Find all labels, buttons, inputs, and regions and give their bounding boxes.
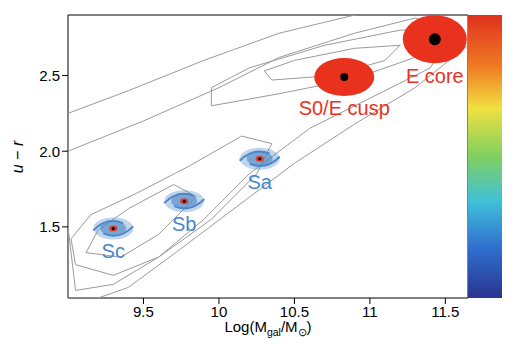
svg-text:1.5: 1.5 — [39, 218, 60, 235]
svg-text:11: 11 — [362, 303, 378, 320]
svg-text:2.0: 2.0 — [39, 143, 60, 160]
svg-text:10: 10 — [211, 303, 228, 320]
svg-text:Sa: Sa — [247, 171, 272, 193]
svg-text:11.5: 11.5 — [431, 303, 459, 320]
svg-text:Sb: Sb — [172, 213, 196, 235]
html-text:u − r: u − r — [9, 140, 26, 173]
svg-text:E core: E core — [406, 65, 464, 87]
svg-text:2.5: 2.5 — [39, 67, 60, 84]
svg-text:Sc: Sc — [102, 240, 125, 262]
svg-text:10.5: 10.5 — [280, 303, 309, 320]
svg-text:S0/E cusp: S0/E cusp — [299, 97, 390, 119]
svg-text:9.5: 9.5 — [133, 303, 154, 320]
html-text:Log(Mgal/M⊙): Log(Mgal/M⊙) — [224, 318, 312, 338]
